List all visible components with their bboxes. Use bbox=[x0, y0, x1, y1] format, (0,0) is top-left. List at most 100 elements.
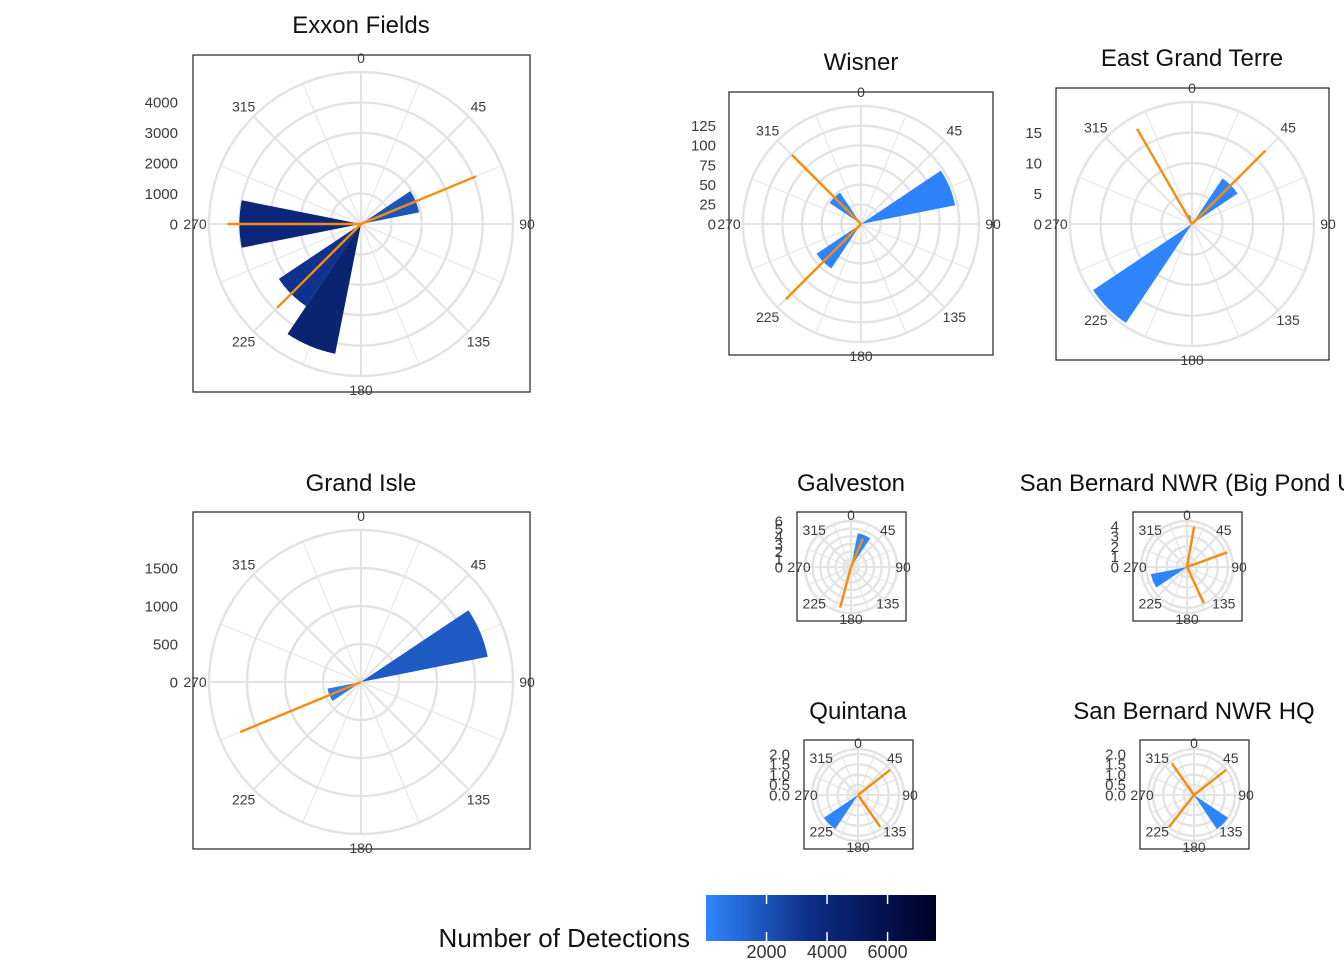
angle-tick-label: 45 bbox=[1280, 120, 1296, 136]
grid-spoke bbox=[824, 761, 859, 796]
angle-tick-label: 225 bbox=[803, 596, 827, 612]
panel-title: San Bernard NWR HQ bbox=[1073, 698, 1314, 725]
angle-tick-label: 315 bbox=[756, 123, 780, 139]
angle-tick-label: 0 bbox=[357, 50, 365, 66]
grid-spoke bbox=[815, 776, 859, 796]
grid-spoke bbox=[850, 533, 885, 568]
angle-tick-label: 225 bbox=[810, 824, 834, 840]
grid-spoke bbox=[860, 223, 907, 334]
angle-tick-label: 270 bbox=[1123, 559, 1147, 575]
reference-line bbox=[239, 680, 362, 734]
radial-tick-label: 5 bbox=[775, 521, 783, 538]
grid-spoke bbox=[817, 566, 852, 601]
radial-tick-label: 3000 bbox=[145, 125, 178, 142]
grid-spoke bbox=[220, 623, 362, 683]
angle-tick-label: 90 bbox=[1238, 787, 1254, 803]
radial-tick-label: 125 bbox=[691, 118, 716, 135]
angle-tick-label: 135 bbox=[943, 309, 967, 325]
angle-tick-label: 225 bbox=[756, 309, 780, 325]
radial-tick-label: 1000 bbox=[145, 186, 178, 203]
grid-spoke bbox=[302, 541, 362, 683]
radial-tick-label: 2000 bbox=[145, 155, 178, 172]
angle-tick-label: 270 bbox=[1044, 216, 1068, 232]
angle-tick-label: 90 bbox=[902, 787, 918, 803]
angle-tick-label: 180 bbox=[1180, 352, 1204, 368]
grid-spoke bbox=[252, 573, 362, 683]
reference-line bbox=[857, 794, 882, 828]
grid-spoke bbox=[252, 115, 362, 225]
grid-spoke bbox=[751, 223, 862, 270]
grid-spoke bbox=[815, 223, 862, 334]
grid-spoke bbox=[1191, 176, 1305, 225]
grid-spoke bbox=[1175, 794, 1195, 838]
grid-spoke bbox=[1193, 794, 1237, 814]
angle-tick-label: 0 bbox=[857, 84, 865, 100]
reference-lines bbox=[857, 768, 891, 828]
grid-spoke bbox=[1168, 524, 1188, 568]
radial-tick-label: 0.0 bbox=[1105, 787, 1126, 804]
radial-tick-label: 6 bbox=[775, 513, 783, 530]
radial-tick-label: 0 bbox=[170, 674, 178, 691]
grid-spoke bbox=[860, 114, 907, 225]
angle-tick-label: 270 bbox=[183, 216, 207, 232]
radial-tick-label: 1.0 bbox=[1105, 767, 1126, 784]
grid-spoke bbox=[850, 566, 894, 586]
panel-frame bbox=[1055, 87, 1330, 361]
grid-spoke bbox=[1151, 776, 1195, 796]
grid-spoke bbox=[1144, 223, 1193, 337]
angle-tick-label: 90 bbox=[985, 216, 1001, 232]
grid-spoke bbox=[302, 681, 362, 823]
grid-spoke bbox=[1168, 566, 1188, 610]
radial-tick-label: 75 bbox=[699, 157, 716, 174]
panel-frame bbox=[1132, 511, 1243, 622]
angle-tick-label: 45 bbox=[471, 557, 487, 573]
reference-line bbox=[1136, 128, 1194, 225]
bar-wedge bbox=[361, 191, 420, 224]
grid-spoke bbox=[1144, 111, 1193, 225]
panel-title: Exxon Fields bbox=[292, 12, 429, 39]
grid-spoke bbox=[850, 566, 870, 610]
radial-tick-label: 2.0 bbox=[769, 746, 790, 763]
angle-tick-label: 270 bbox=[717, 216, 741, 232]
bar-wedge bbox=[1093, 224, 1192, 323]
angle-tick-label: 315 bbox=[232, 557, 256, 573]
angle-tick-label: 225 bbox=[232, 333, 256, 349]
radial-tick-label: 0 bbox=[1111, 559, 1119, 576]
angle-tick-label: 0 bbox=[1190, 735, 1198, 751]
radial-tick-label: 1.5 bbox=[1105, 757, 1126, 774]
grid-spoke bbox=[1153, 533, 1188, 568]
grid-spoke bbox=[860, 223, 971, 270]
panel-grand-isle: Grand Isle 0 45 90 135 180 225 270 315 0 500 1000 15… bbox=[145, 470, 535, 856]
grid-spoke bbox=[1191, 223, 1240, 337]
bars bbox=[239, 191, 420, 354]
radial-tick-label: 500 bbox=[153, 636, 178, 653]
grid-spoke bbox=[360, 115, 470, 225]
grid-spoke bbox=[808, 548, 852, 568]
radial-tick-label: 0.5 bbox=[769, 777, 790, 794]
angle-tick-label: 315 bbox=[1139, 522, 1163, 538]
panel-san-bernard-nwr-big-pond-u: San Bernard NWR (Big Pond U0459013518022… bbox=[1020, 470, 1344, 627]
grid-spoke bbox=[839, 752, 859, 796]
angle-tick-label: 90 bbox=[895, 559, 911, 575]
grid-spoke bbox=[857, 794, 892, 829]
radial-tick-label: 5 bbox=[1034, 186, 1042, 203]
grid-spoke bbox=[1193, 794, 1213, 838]
radial-tick-label: 0 bbox=[775, 559, 783, 576]
angle-tick-label: 270 bbox=[787, 559, 811, 575]
panel-title: Wisner bbox=[824, 49, 899, 76]
grid-spoke bbox=[252, 681, 362, 791]
panel-frame bbox=[728, 91, 994, 356]
panel-quintana: Quintana 0 45 90 135 180 225 270 315 0.00.51.01.5… bbox=[769, 698, 918, 855]
reference-lines bbox=[838, 538, 864, 609]
reference-lines bbox=[227, 175, 477, 309]
colorbar-ticks: 2000 4000 6000 bbox=[747, 895, 908, 960]
bars bbox=[1194, 795, 1228, 829]
grid-spoke bbox=[1144, 548, 1188, 568]
polar-grid bbox=[810, 747, 906, 843]
radial-tick-label: 50 bbox=[699, 177, 716, 194]
bars bbox=[327, 610, 488, 702]
grid-spoke bbox=[360, 223, 502, 283]
radial-tick-label: 2 bbox=[1111, 539, 1119, 556]
reference-lines bbox=[785, 154, 862, 300]
grid-spoke bbox=[1191, 223, 1279, 311]
